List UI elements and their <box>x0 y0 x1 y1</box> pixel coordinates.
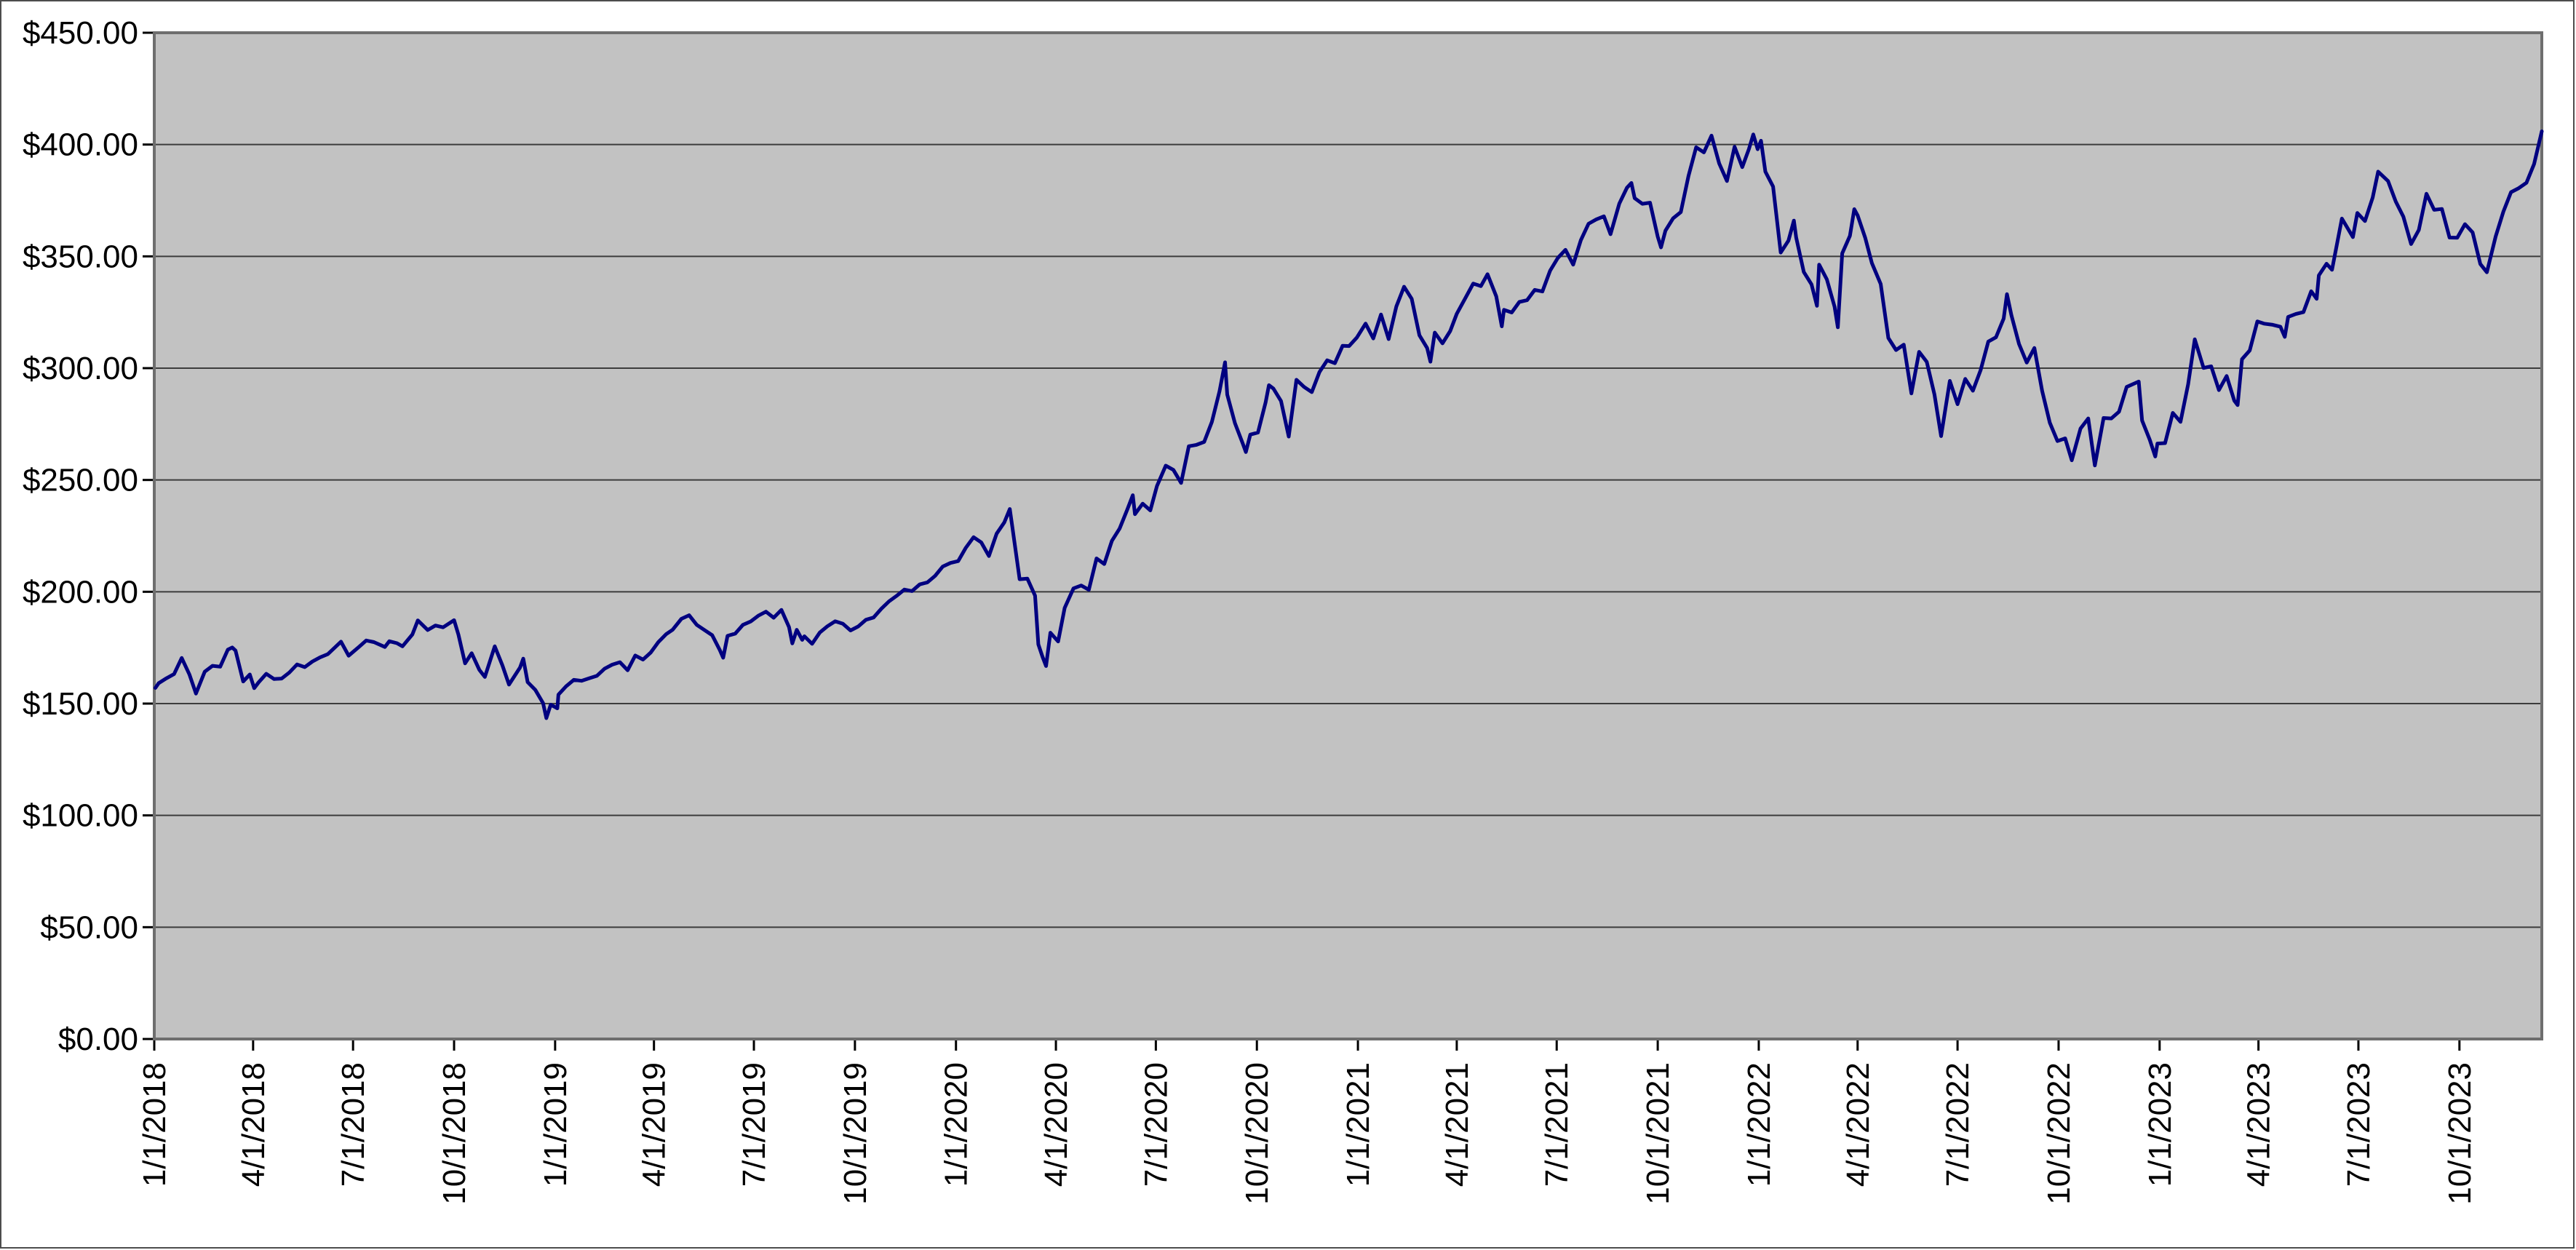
x-axis-tick-label: 1/1/2019 <box>538 1062 573 1187</box>
plot-area <box>154 33 2542 1039</box>
x-axis-tick-label: 10/1/2023 <box>2442 1062 2478 1205</box>
x-axis-tick-label: 4/1/2021 <box>1439 1062 1475 1187</box>
x-axis-tick-label: 4/1/2020 <box>1038 1062 1074 1187</box>
x-axis-tick-label: 10/1/2018 <box>437 1062 472 1205</box>
y-axis-ticks <box>143 31 154 1040</box>
y-axis-tick-label: $250.00 <box>23 463 138 498</box>
x-axis-ticks <box>153 1039 2461 1051</box>
x-axis-tick-label: 7/1/2020 <box>1138 1062 1174 1187</box>
y-axis-labels: $0.00 $50.00 $100.00 $150.00 $200.00 $250.00 $… <box>23 15 138 1057</box>
x-axis-tick-label: 1/1/2021 <box>1340 1062 1376 1187</box>
y-axis-tick-label: $450.00 <box>23 15 138 51</box>
y-axis-tick-label: $200.00 <box>23 574 138 610</box>
x-axis-tick-label: 4/1/2022 <box>1840 1062 1876 1187</box>
x-axis-tick-label: 4/1/2018 <box>236 1062 271 1187</box>
y-axis-tick-label: $400.00 <box>23 127 138 163</box>
plot-border <box>153 31 2543 1040</box>
x-axis-tick-label: 10/1/2020 <box>1239 1062 1275 1205</box>
y-axis-tick-label: $300.00 <box>23 351 138 386</box>
y-axis-tick-label: $0.00 <box>58 1022 138 1057</box>
x-axis-tick-label: 1/1/2023 <box>2142 1062 2178 1187</box>
x-axis-tick-label: 7/1/2018 <box>335 1062 371 1187</box>
x-axis-tick-label: 7/1/2021 <box>1539 1062 1575 1187</box>
x-axis-tick-label: 10/1/2019 <box>838 1062 873 1205</box>
x-axis-tick-label: 4/1/2019 <box>637 1062 672 1187</box>
y-axis-tick-label: $350.00 <box>23 239 138 274</box>
y-axis-tick-label: $100.00 <box>23 798 138 834</box>
x-axis-tick-label: 1/1/2020 <box>939 1062 974 1187</box>
x-axis-tick-label: 7/1/2022 <box>1940 1062 1976 1187</box>
x-axis-tick-label: 10/1/2022 <box>2041 1062 2077 1205</box>
price-series-line <box>154 130 2544 720</box>
x-axis-labels: 1/1/2018 4/1/2018 7/1/2018 10/1/2018 1/1/201… <box>137 1062 2478 1205</box>
y-axis-tick-label: $50.00 <box>40 909 138 945</box>
x-axis-tick-label: 4/1/2023 <box>2241 1062 2277 1187</box>
x-axis-tick-label: 7/1/2023 <box>2341 1062 2377 1187</box>
x-axis-tick-label: 7/1/2019 <box>736 1062 772 1187</box>
y-axis-tick-label: $150.00 <box>23 686 138 722</box>
x-axis-tick-label: 1/1/2018 <box>137 1062 172 1187</box>
x-axis-tick-label: 10/1/2021 <box>1640 1062 1676 1205</box>
x-axis-tick-label: 1/1/2022 <box>1741 1062 1777 1187</box>
